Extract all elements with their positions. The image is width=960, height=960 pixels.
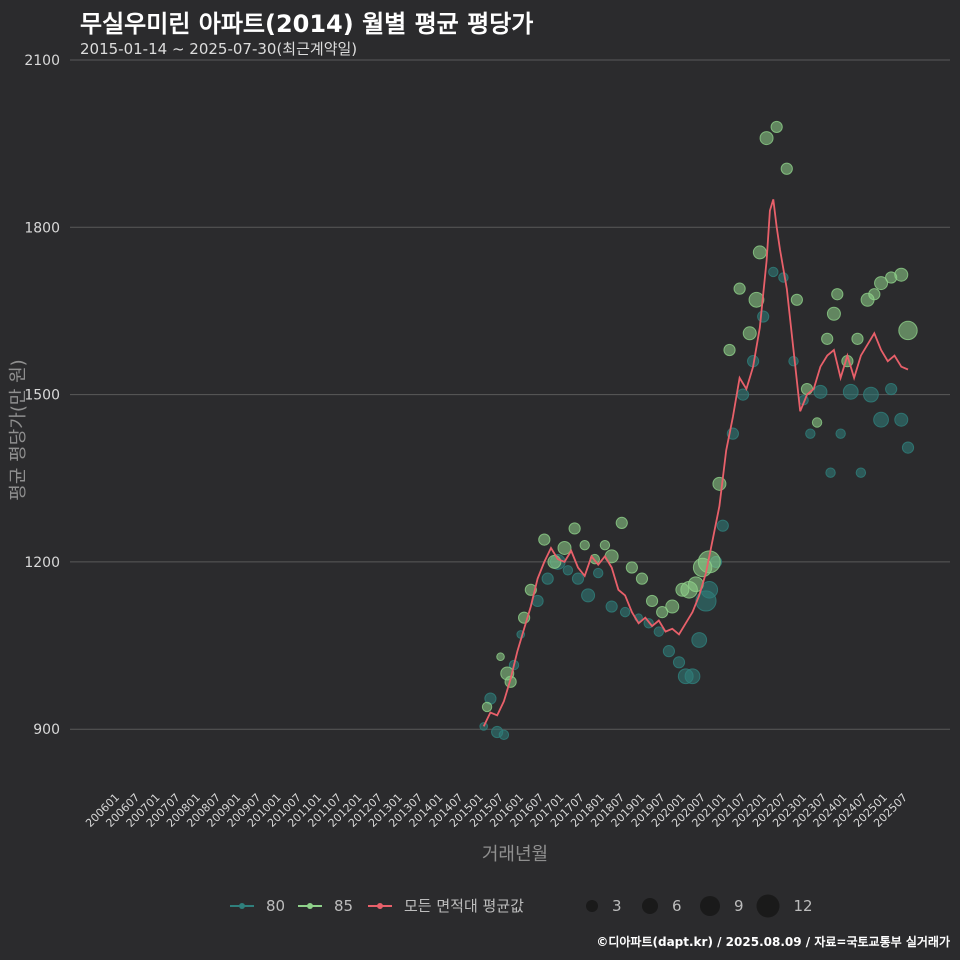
data-point-80 — [691, 632, 708, 648]
data-point-85 — [898, 320, 918, 341]
y-tick-label: 1500 — [24, 388, 60, 404]
data-point-85 — [712, 476, 727, 491]
data-point-85 — [635, 572, 649, 585]
data-point-85 — [547, 554, 562, 569]
data-point-80 — [825, 467, 836, 478]
legend-size-circle — [642, 898, 658, 914]
data-point-85 — [790, 293, 803, 306]
data-point-85 — [625, 561, 638, 574]
data-point-85 — [780, 162, 793, 175]
y-tick-label: 1200 — [24, 555, 60, 571]
data-point-80 — [498, 729, 510, 741]
data-point-85 — [748, 291, 765, 308]
grid-lines — [70, 59, 950, 730]
chart-title: 무실우미린 아파트(2014) 월별 평균 평당가 — [80, 10, 534, 38]
legend-size-label: 9 — [734, 897, 744, 915]
data-point-85 — [851, 332, 864, 345]
data-point-80 — [813, 384, 828, 399]
average-line — [482, 199, 909, 727]
data-point-85 — [826, 306, 841, 321]
legend-size-label: 6 — [672, 897, 682, 915]
data-point-85 — [868, 288, 881, 301]
data-point-85 — [770, 120, 783, 134]
data-point-85 — [894, 267, 909, 282]
data-point-85 — [752, 245, 767, 260]
data-point-85 — [697, 550, 721, 574]
data-point-80 — [736, 388, 750, 401]
data-point-80 — [571, 572, 585, 585]
data-point-80 — [605, 600, 618, 613]
data-point-80 — [716, 519, 729, 532]
legend-swatch-dot — [307, 903, 313, 909]
data-point-85 — [800, 382, 814, 396]
data-point-80 — [855, 467, 867, 478]
data-point-80 — [541, 572, 554, 585]
data-point-85 — [645, 594, 659, 608]
data-point-80 — [805, 428, 816, 439]
data-point-80 — [768, 266, 779, 278]
y-tick-label: 900 — [33, 722, 60, 738]
data-point-80 — [653, 626, 665, 637]
data-point-80 — [581, 588, 596, 603]
data-point-85 — [733, 282, 746, 295]
data-point-85 — [656, 606, 669, 619]
data-point-85 — [481, 701, 493, 713]
legend-size-circle — [586, 900, 598, 912]
data-point-80 — [592, 567, 604, 579]
data-point-80 — [757, 310, 770, 323]
legend-swatch-dot — [239, 903, 245, 909]
data-point-80 — [562, 565, 574, 576]
data-point-85 — [579, 539, 590, 551]
data-point-80 — [863, 386, 879, 403]
legend-label: 85 — [334, 897, 353, 915]
data-point-80 — [901, 441, 915, 454]
data-point-85 — [831, 288, 844, 301]
y-tick-label: 2100 — [24, 53, 60, 69]
x-axis-ticks: 2006012006072007012007072008012008072009… — [83, 791, 910, 830]
legend-size-circle — [756, 894, 780, 918]
data-point-85 — [821, 332, 834, 345]
data-point-85 — [759, 131, 774, 146]
y-tick-label: 1800 — [24, 220, 60, 236]
scatter-points — [479, 120, 918, 741]
chart-subtitle: 2015-01-14 ~ 2025-07-30(최근계약일) — [80, 40, 358, 58]
legend: 80 85 모든 면적대 평균값 3 6 9 12 — [230, 894, 813, 918]
legend-size-label: 12 — [794, 897, 813, 915]
data-point-80 — [873, 411, 889, 428]
y-axis-title: 평균 평당가(만 원) — [8, 359, 29, 500]
footer-credit: ©디아파트(dapt.kr) / 2025.08.09 / 자료=국토교통부 실… — [596, 935, 950, 949]
data-point-85 — [557, 540, 572, 555]
legend-label: 모든 면적대 평균값 — [404, 897, 524, 915]
data-point-80 — [672, 656, 686, 669]
data-point-85 — [811, 417, 823, 428]
data-point-85 — [599, 539, 611, 551]
data-point-80 — [894, 412, 909, 427]
data-point-85 — [665, 599, 680, 614]
legend-label: 80 — [266, 897, 285, 915]
data-point-85 — [538, 533, 551, 546]
data-point-85 — [615, 516, 628, 529]
legend-swatch-dot — [377, 903, 383, 909]
data-point-80 — [842, 383, 859, 400]
data-point-80 — [684, 668, 701, 685]
data-point-80 — [619, 606, 631, 618]
data-point-85 — [742, 326, 757, 341]
data-point-85 — [723, 343, 736, 357]
y-axis-ticks: 900 1200 1500 1800 2100 — [24, 53, 60, 738]
data-point-85 — [496, 652, 505, 662]
legend-size-label: 3 — [612, 897, 622, 915]
data-point-80 — [662, 645, 676, 658]
data-point-80 — [835, 428, 846, 439]
data-point-85 — [874, 276, 889, 291]
x-axis-title: 거래년월 — [482, 844, 548, 865]
data-point-80 — [479, 722, 488, 731]
data-point-80 — [885, 382, 898, 396]
legend-size-circle — [700, 896, 720, 916]
data-point-85 — [568, 522, 581, 535]
